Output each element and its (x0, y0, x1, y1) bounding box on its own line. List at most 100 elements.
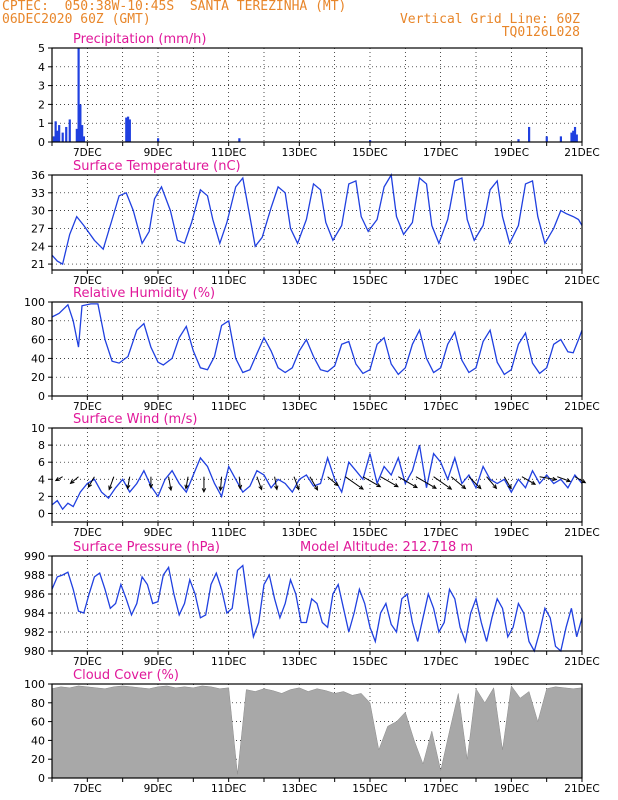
wind-arrowhead (566, 478, 572, 483)
wind-ytick-label: 10 (31, 422, 45, 435)
pressure-xtick-label: 9DEC (144, 656, 173, 668)
pressure-xtick-label: 15DEC (352, 656, 387, 668)
wind-arrow (55, 476, 63, 482)
wind-arrowhead (431, 484, 437, 489)
wind-arrowhead (333, 481, 339, 487)
precipitation-bar (517, 139, 520, 142)
header-location: CPTEC: 050:38W-10:45S SANTA TEREZINHA (M… (2, 0, 347, 14)
precipitation-xtick-label: 17DEC (423, 147, 458, 159)
wind-arrowhead (54, 477, 60, 482)
humidity-xtick-label: 9DEC (144, 401, 173, 413)
precipitation-xtick-label: 15DEC (352, 147, 387, 159)
wind-arrow (539, 476, 557, 481)
wind-arrowhead (148, 483, 154, 489)
wind-arrow (486, 476, 497, 489)
wind-arrow (293, 476, 300, 490)
wind-xtick-label: 19DEC (494, 527, 529, 539)
wind-arrowhead (313, 485, 319, 491)
wind-frame (51, 427, 583, 523)
wind-arrow (362, 476, 381, 488)
wind-arrowhead (393, 483, 399, 488)
precipitation-bar (575, 134, 578, 142)
humidity-xtick-label: 11DEC (211, 401, 246, 413)
wind-arrow (468, 476, 482, 489)
precipitation-bar (572, 130, 575, 142)
wind-arrow (87, 476, 95, 488)
precipitation-ytick-label: 2 (38, 98, 45, 111)
humidity-ytick-label: 20 (31, 371, 45, 384)
wind-arrow (557, 476, 571, 482)
cloud-cover-xtick-label: 19DEC (494, 783, 529, 795)
wind-arrow (309, 476, 318, 491)
precipitation-ytick-label: 0 (38, 136, 45, 149)
precipitation-bar (82, 136, 85, 142)
wind-arrowhead (87, 483, 92, 489)
wind-arrowhead (461, 484, 467, 490)
wind-arrowhead (218, 486, 223, 492)
pressure-ytick-label: 984 (24, 607, 45, 620)
wind-ytick-label: 0 (38, 507, 45, 520)
precipitation-bar (58, 125, 61, 142)
precipitation-xtick-label: 7DEC (73, 147, 102, 159)
humidity-ytick-label: 80 (31, 315, 45, 328)
temperature-ytick-label: 30 (31, 205, 45, 218)
wind-arrow (415, 476, 437, 489)
precipitation-bar (126, 116, 130, 142)
humidity-ytick-label: 100 (24, 296, 45, 309)
pressure-xtick-label: 7DEC (73, 656, 102, 668)
pressure-ytick-label: 982 (24, 626, 45, 639)
precipitation-bar (79, 104, 82, 142)
wind-arrow (398, 476, 418, 488)
precipitation-bar (77, 48, 80, 142)
temperature-xtick-label: 15DEC (352, 275, 387, 287)
wind-arrow (521, 476, 536, 485)
cloud-cover-ytick-label: 0 (38, 772, 45, 785)
pressure-ytick-label: 990 (24, 550, 45, 563)
wind-arrow (185, 476, 189, 489)
temperature-xtick-label: 19DEC (494, 275, 529, 287)
temperature-xtick-label: 13DEC (282, 275, 317, 287)
wind-arrowhead (358, 485, 364, 490)
precipitation-bar (545, 136, 548, 142)
pressure-xtick-label: 13DEC (282, 656, 317, 668)
cloud-cover-xtick-label: 17DEC (423, 783, 458, 795)
precipitation-bar (570, 132, 573, 142)
temperature-ytick-label: 27 (31, 222, 45, 235)
humidity-title: Relative Humidity (%) (73, 286, 215, 301)
precipitation-bar (369, 140, 372, 142)
wind-arrowhead (552, 476, 558, 482)
humidity-line (51, 303, 583, 376)
cloud-cover-xtick-label: 7DEC (73, 783, 102, 795)
precipitation-bar (65, 126, 68, 142)
temperature-xtick-label: 21DEC (564, 275, 599, 287)
precipitation-bar (559, 136, 562, 142)
wind-arrow (108, 476, 115, 490)
wind-arrowhead (274, 485, 279, 491)
humidity-xtick-label: 13DEC (282, 401, 317, 413)
precipitation-xtick-label: 21DEC (564, 147, 599, 159)
temperature-xtick-label: 9DEC (144, 275, 173, 287)
precipitation-bar (157, 138, 160, 142)
wind-arrowhead (581, 479, 587, 484)
wind-arrow (168, 476, 172, 491)
wind-arrow (256, 476, 263, 490)
precipitation-bar (238, 138, 241, 142)
cloud-cover-ytick-label: 100 (24, 678, 45, 691)
humidity-ytick-label: 60 (31, 334, 45, 347)
header-run-date: 06DEC2020 60Z (GMT) (2, 12, 151, 27)
precipitation-bar (125, 117, 128, 142)
temperature-xtick-label: 17DEC (423, 275, 458, 287)
wind-xtick-label: 13DEC (282, 527, 317, 539)
pressure-xtick-label: 11DEC (211, 656, 246, 668)
cloud-cover-xtick-label: 21DEC (564, 783, 599, 795)
humidity-xtick-label: 21DEC (564, 401, 599, 413)
wind-arrowhead (412, 483, 419, 489)
temperature-ytick-label: 24 (31, 240, 45, 253)
wind-arrow (127, 476, 131, 489)
wind-arrow (327, 476, 339, 486)
precipitation-xtick-label: 19DEC (494, 147, 529, 159)
cloud-cover-ytick-label: 80 (31, 697, 45, 710)
wind-xtick-label: 15DEC (352, 527, 387, 539)
wind-ytick-label: 6 (38, 456, 45, 469)
wind-arrowhead (447, 485, 453, 490)
